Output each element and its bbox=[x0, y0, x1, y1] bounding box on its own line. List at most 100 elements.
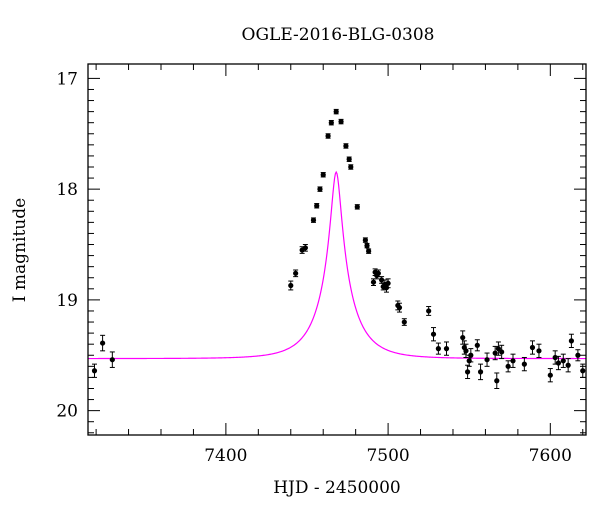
data-point bbox=[401, 318, 407, 326]
point-marker bbox=[325, 133, 331, 139]
point-marker bbox=[333, 109, 339, 115]
point-marker bbox=[505, 363, 511, 369]
plot-frame bbox=[87, 63, 587, 436]
point-marker bbox=[99, 340, 106, 346]
data-point bbox=[468, 348, 474, 363]
point-marker bbox=[460, 334, 466, 341]
x-axis-label: HJD - 2450000 bbox=[273, 478, 401, 498]
point-marker bbox=[364, 243, 370, 249]
data-point bbox=[568, 333, 575, 349]
tick-labels-layer: 7400 7500 7600 17 18 19 20 bbox=[56, 69, 572, 466]
data-point bbox=[499, 344, 505, 360]
axis-ticks-layer bbox=[88, 64, 586, 435]
point-marker bbox=[310, 217, 317, 223]
data-point bbox=[346, 156, 352, 162]
point-marker bbox=[288, 282, 294, 289]
point-marker bbox=[396, 305, 403, 311]
point-marker bbox=[317, 186, 323, 192]
data-points-layer bbox=[91, 108, 586, 389]
data-point bbox=[354, 204, 360, 210]
point-marker bbox=[521, 361, 527, 367]
point-marker bbox=[293, 270, 299, 276]
data-point bbox=[536, 343, 542, 358]
data-point bbox=[328, 119, 334, 126]
data-point bbox=[314, 203, 320, 209]
data-point bbox=[325, 133, 331, 139]
point-marker bbox=[494, 378, 500, 384]
point-marker bbox=[560, 358, 566, 364]
data-point bbox=[99, 334, 106, 352]
x-tick-label: 7500 bbox=[366, 446, 409, 466]
point-marker bbox=[385, 280, 391, 286]
data-point bbox=[426, 306, 432, 316]
point-marker bbox=[495, 346, 502, 352]
data-point bbox=[317, 186, 323, 192]
data-point bbox=[495, 341, 502, 356]
point-marker bbox=[529, 344, 536, 351]
point-marker bbox=[492, 350, 498, 356]
point-marker bbox=[370, 279, 377, 285]
data-point bbox=[464, 364, 471, 380]
data-point bbox=[430, 327, 437, 342]
data-point bbox=[575, 349, 581, 362]
point-marker bbox=[314, 203, 320, 209]
point-marker bbox=[464, 369, 471, 375]
point-marker bbox=[552, 354, 558, 361]
model-curve bbox=[88, 170, 586, 360]
point-marker bbox=[477, 369, 484, 375]
point-marker bbox=[320, 172, 326, 178]
data-point bbox=[364, 242, 370, 249]
data-point bbox=[505, 360, 511, 373]
point-marker bbox=[362, 237, 368, 243]
point-marker bbox=[555, 360, 562, 366]
y-tick-label: 17 bbox=[56, 69, 78, 89]
data-point bbox=[560, 353, 566, 368]
point-marker bbox=[430, 331, 437, 337]
data-point bbox=[370, 278, 377, 286]
data-point bbox=[396, 302, 403, 313]
model-curve-layer bbox=[88, 170, 586, 360]
point-marker bbox=[435, 346, 441, 352]
data-point bbox=[310, 217, 317, 223]
data-point bbox=[385, 278, 391, 289]
data-point bbox=[547, 368, 553, 383]
point-marker bbox=[426, 308, 432, 314]
data-point bbox=[333, 108, 339, 115]
point-marker bbox=[354, 204, 360, 210]
x-tick-label: 7400 bbox=[204, 446, 247, 466]
data-point bbox=[109, 351, 115, 368]
point-marker bbox=[375, 270, 381, 276]
y-tick-label: 18 bbox=[56, 180, 78, 200]
data-point bbox=[443, 341, 450, 356]
data-point bbox=[565, 358, 571, 373]
data-point bbox=[348, 164, 354, 170]
data-point bbox=[492, 345, 498, 361]
x-tick-label: 7600 bbox=[529, 446, 572, 466]
point-marker bbox=[575, 352, 581, 358]
data-point bbox=[521, 356, 527, 372]
data-point bbox=[366, 248, 372, 254]
point-marker bbox=[379, 277, 385, 283]
point-marker bbox=[474, 342, 480, 348]
data-point bbox=[302, 244, 308, 252]
point-marker bbox=[346, 156, 352, 162]
data-point bbox=[494, 372, 500, 389]
point-marker bbox=[463, 348, 469, 354]
data-point bbox=[435, 342, 441, 355]
point-marker bbox=[443, 346, 450, 352]
data-point bbox=[463, 343, 469, 358]
y-tick-label: 20 bbox=[56, 402, 78, 422]
point-marker bbox=[338, 118, 344, 125]
point-marker bbox=[401, 319, 407, 325]
point-marker bbox=[109, 357, 115, 363]
point-marker bbox=[547, 372, 553, 378]
data-point bbox=[477, 363, 484, 381]
data-point bbox=[474, 339, 480, 352]
point-marker bbox=[580, 368, 586, 374]
point-marker bbox=[510, 358, 516, 364]
point-marker bbox=[536, 348, 542, 354]
point-marker bbox=[91, 368, 98, 374]
chart-title: OGLE-2016-BLG-0308 bbox=[242, 25, 435, 45]
data-point bbox=[555, 355, 562, 371]
